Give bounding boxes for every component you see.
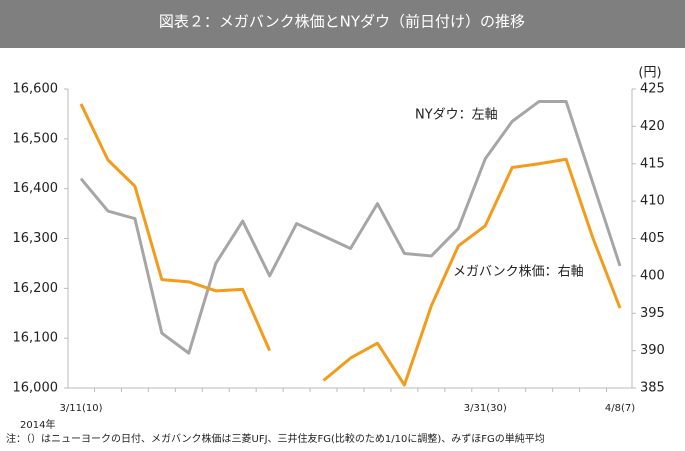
series-line bbox=[79, 99, 622, 355]
x-tick-label: 4/8(7) bbox=[605, 403, 635, 414]
y2-tick-label: 415 bbox=[640, 156, 665, 171]
y-tick-label: 16,200 bbox=[13, 281, 59, 296]
y-tick-label: 16,000 bbox=[13, 381, 59, 396]
y2-tick-label: 395 bbox=[640, 306, 665, 321]
note: 注：（）はニューヨークの日付、メガバンク株価は三菱UFJ、三井住友FG(比較のた… bbox=[6, 432, 545, 445]
x-tick-label: 3/11(10) bbox=[60, 403, 103, 414]
series-label: メガバンク株価：右軸 bbox=[453, 265, 584, 280]
y2-tick-label: 385 bbox=[640, 381, 665, 396]
y2-axis-label: (円) bbox=[638, 66, 661, 81]
y2-tick-label: 425 bbox=[640, 82, 665, 97]
y-tick-label: 16,100 bbox=[13, 331, 59, 346]
y2-tick-label: 400 bbox=[640, 268, 665, 283]
chart-title: 図表２：メガバンク株価とNYダウ（前日付け）の推移 bbox=[159, 13, 525, 31]
y-tick-label: 16,500 bbox=[13, 131, 59, 146]
title-banner bbox=[0, 0, 685, 48]
y2-tick-label: 410 bbox=[640, 194, 665, 209]
x-sublabel: 2014年 bbox=[20, 418, 55, 431]
x-tick-label: 3/31(30) bbox=[464, 403, 507, 414]
y-tick-label: 16,300 bbox=[13, 231, 59, 246]
y2-tick-label: 420 bbox=[640, 119, 665, 134]
y2-tick-label: 390 bbox=[640, 343, 665, 358]
y-tick-label: 16,600 bbox=[13, 82, 59, 97]
y-tick-label: 16,400 bbox=[13, 181, 59, 196]
y2-tick-label: 405 bbox=[640, 231, 665, 246]
series-label: NYダウ：左軸 bbox=[415, 108, 498, 123]
series-line bbox=[79, 103, 622, 387]
